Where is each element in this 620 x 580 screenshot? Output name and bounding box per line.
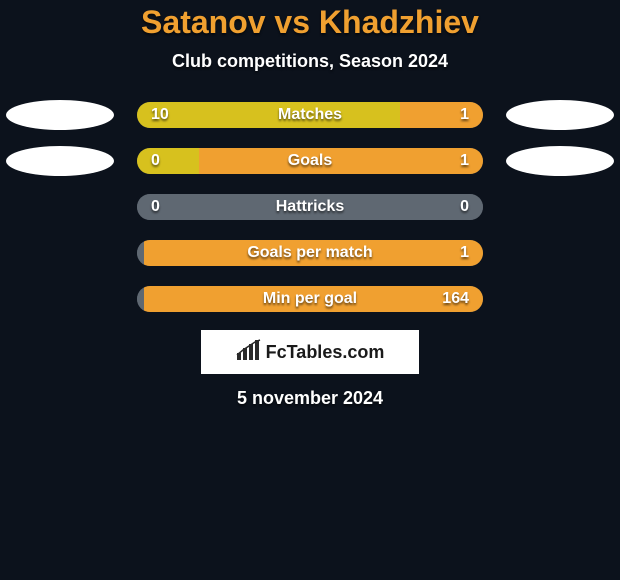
page-subtitle: Club competitions, Season 2024	[0, 51, 620, 72]
stat-row: Goals per match1	[0, 240, 620, 266]
player-badge-left	[6, 146, 114, 176]
stat-label: Matches	[137, 102, 483, 128]
stat-value-right: 164	[442, 286, 469, 312]
stat-bar: Goals per match1	[137, 240, 483, 266]
stat-value-right: 1	[460, 102, 469, 128]
footer-date: 5 november 2024	[0, 388, 620, 409]
stat-bar: Matches10 1	[137, 102, 483, 128]
stat-value-right: 1	[460, 240, 469, 266]
stat-bar: Goals0 1	[137, 148, 483, 174]
stat-label: Goals per match	[137, 240, 483, 266]
comparison-infographic: Satanov vs Khadzhiev Club competitions, …	[0, 0, 620, 580]
stat-bar: Hattricks0 0	[137, 194, 483, 220]
stat-rows: Matches101Goals01Hattricks00Goals per ma…	[0, 102, 620, 312]
stat-value-left: 10	[151, 102, 169, 128]
player-badge-right	[506, 146, 614, 176]
stat-bar: Min per goal164	[137, 286, 483, 312]
stat-value-left: 0	[151, 148, 160, 174]
page-title: Satanov vs Khadzhiev	[0, 0, 620, 41]
stat-row: Matches10 1	[0, 102, 620, 128]
brand-logo-icon	[236, 339, 262, 366]
stat-row: Hattricks0 0	[0, 194, 620, 220]
stat-value-right: 0	[460, 194, 469, 220]
stat-row: Min per goal164	[0, 286, 620, 312]
stat-label: Min per goal	[137, 286, 483, 312]
stat-value-right: 1	[460, 148, 469, 174]
stat-row: Goals0 1	[0, 148, 620, 174]
stat-label: Goals	[137, 148, 483, 174]
player-badge-left	[6, 100, 114, 130]
brand-box: FcTables.com	[201, 330, 419, 374]
brand-text: FcTables.com	[266, 342, 385, 363]
stat-value-left: 0	[151, 194, 160, 220]
player-badge-right	[506, 100, 614, 130]
stat-label: Hattricks	[137, 194, 483, 220]
